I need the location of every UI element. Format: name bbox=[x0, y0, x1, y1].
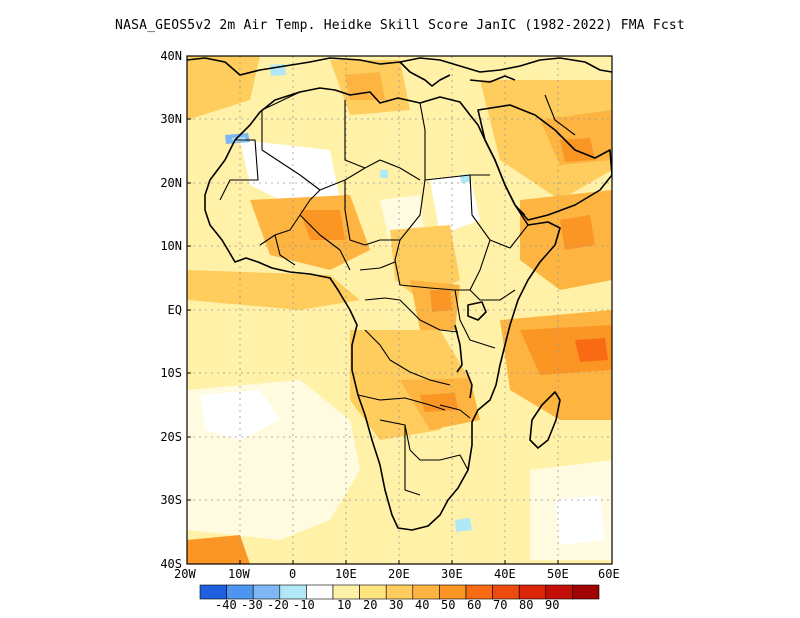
graticule bbox=[187, 56, 612, 564]
lon-label-30e: 30E bbox=[441, 567, 463, 581]
coastlines bbox=[187, 57, 612, 531]
colorbar-swatch bbox=[572, 584, 600, 600]
colorbar-label: -30 bbox=[241, 598, 263, 612]
colorbar-swatch bbox=[439, 584, 467, 600]
colorbar-label: -20 bbox=[267, 598, 289, 612]
lat-label-10n: 10N bbox=[160, 239, 182, 253]
lat-label-40s: 40S bbox=[160, 557, 182, 571]
colorbar-swatch bbox=[279, 584, 307, 600]
lon-label-60e: 60E bbox=[598, 567, 620, 581]
colorbar bbox=[199, 584, 600, 600]
colorbar-label: 40 bbox=[415, 598, 430, 612]
colorbar-swatch bbox=[545, 584, 573, 600]
lat-label-30n: 30N bbox=[160, 112, 182, 126]
skill-score-field bbox=[187, 56, 612, 564]
colorbar-label: 10 bbox=[337, 598, 352, 612]
lat-label-eq: EQ bbox=[167, 303, 182, 317]
colorbar-label: 80 bbox=[519, 598, 534, 612]
lon-label-50e: 50E bbox=[547, 567, 569, 581]
lon-label-0: 0 bbox=[289, 567, 297, 581]
axis-ticks bbox=[186, 55, 613, 565]
colorbar-swatch bbox=[332, 584, 360, 600]
colorbar-swatch bbox=[359, 584, 387, 600]
colorbar-swatch bbox=[252, 584, 281, 600]
colorbar-label: 90 bbox=[545, 598, 560, 612]
colorbar-label: 30 bbox=[389, 598, 404, 612]
colorbar-swatch bbox=[199, 584, 227, 600]
lat-label-20n: 20N bbox=[160, 176, 182, 190]
colorbar-label: 60 bbox=[467, 598, 482, 612]
lat-label-30s: 30S bbox=[160, 493, 182, 507]
colorbar-swatch bbox=[492, 584, 520, 600]
colorbar-label: -10 bbox=[293, 598, 315, 612]
colorbar-label: 50 bbox=[441, 598, 456, 612]
colorbar-label: 70 bbox=[493, 598, 508, 612]
lon-label-10e: 10E bbox=[335, 567, 357, 581]
map-title: NASA_GEOS5v2 2m Air Temp. Heidke Skill S… bbox=[115, 18, 685, 33]
colorbar-label: 20 bbox=[363, 598, 378, 612]
lon-label-20w: 20W bbox=[174, 567, 196, 581]
lat-label-10s: 10S bbox=[160, 366, 182, 380]
colorbar-swatch bbox=[306, 584, 334, 600]
lon-label-40e: 40E bbox=[494, 567, 516, 581]
lat-label-20s: 20S bbox=[160, 430, 182, 444]
colorbar-swatch bbox=[412, 584, 440, 600]
colorbar-label: -40 bbox=[215, 598, 237, 612]
colorbar-swatch bbox=[385, 584, 414, 600]
lon-label-10w: 10W bbox=[228, 567, 250, 581]
lat-label-40n: 40N bbox=[160, 49, 182, 63]
country-borders bbox=[219, 91, 576, 496]
lon-label-20e: 20E bbox=[388, 567, 410, 581]
colorbar-swatch bbox=[226, 584, 254, 600]
colorbar-swatch bbox=[465, 584, 493, 600]
colorbar-swatch bbox=[518, 584, 547, 600]
